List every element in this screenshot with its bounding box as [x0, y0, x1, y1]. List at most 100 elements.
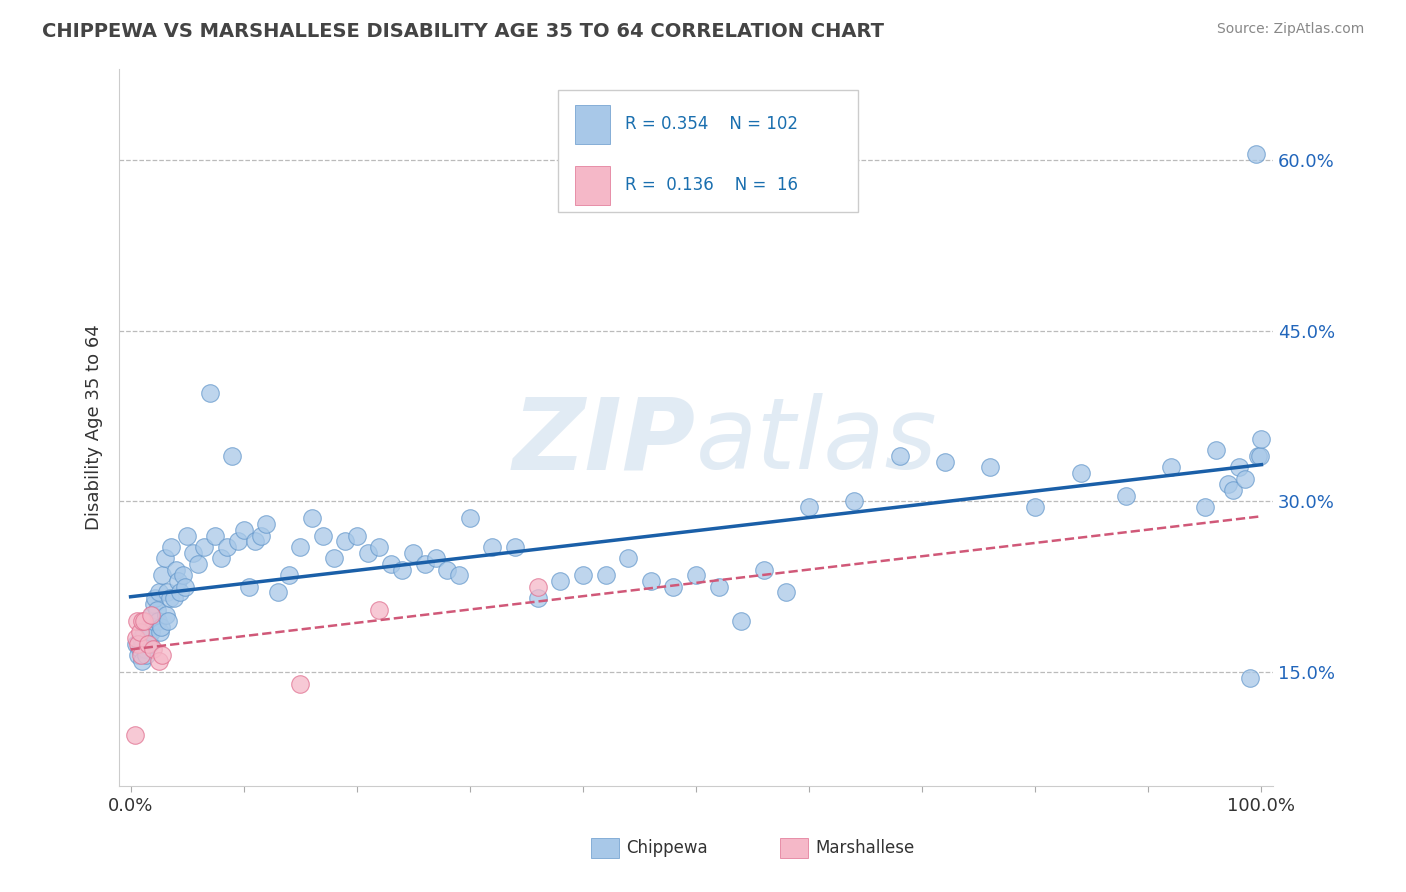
- Text: ZIP: ZIP: [513, 393, 696, 491]
- Point: [146, 614, 169, 628]
- Point: [198, 386, 221, 401]
- Point: [979, 460, 1001, 475]
- Point: [934, 454, 956, 468]
- Point: [357, 546, 380, 560]
- Point: [139, 637, 162, 651]
- Point: [481, 540, 503, 554]
- Point: [172, 568, 194, 582]
- Point: [176, 528, 198, 542]
- Text: Source: ZipAtlas.com: Source: ZipAtlas.com: [1216, 22, 1364, 37]
- Point: [187, 557, 209, 571]
- Point: [526, 591, 548, 606]
- Point: [1247, 449, 1270, 463]
- Point: [335, 534, 357, 549]
- Point: [346, 528, 368, 542]
- Point: [301, 511, 323, 525]
- Point: [458, 511, 481, 525]
- Point: [368, 602, 391, 616]
- Point: [436, 563, 458, 577]
- Point: [143, 597, 166, 611]
- Point: [617, 551, 640, 566]
- Point: [595, 568, 617, 582]
- Point: [249, 528, 271, 542]
- Point: [1244, 147, 1267, 161]
- Point: [226, 534, 249, 549]
- Point: [142, 642, 165, 657]
- Point: [128, 648, 150, 662]
- Point: [145, 591, 167, 606]
- Point: [730, 614, 752, 628]
- Point: [685, 568, 707, 582]
- Point: [156, 585, 179, 599]
- Point: [550, 574, 572, 588]
- Point: [844, 494, 866, 508]
- Text: atlas: atlas: [696, 393, 938, 491]
- Y-axis label: Disability Age 35 to 64: Disability Age 35 to 64: [86, 325, 103, 530]
- Point: [148, 654, 170, 668]
- Point: [640, 574, 662, 588]
- Point: [181, 546, 204, 560]
- Point: [209, 551, 232, 566]
- Point: [775, 585, 797, 599]
- Point: [136, 631, 159, 645]
- Point: [127, 614, 149, 628]
- Point: [169, 585, 191, 599]
- Point: [526, 580, 548, 594]
- Point: [1194, 500, 1216, 514]
- Text: R = 0.354    N = 102: R = 0.354 N = 102: [624, 115, 797, 133]
- Point: [238, 580, 260, 594]
- Point: [173, 580, 195, 594]
- Point: [138, 620, 160, 634]
- Point: [503, 540, 526, 554]
- Point: [215, 540, 238, 554]
- Point: [266, 585, 288, 599]
- Point: [402, 546, 425, 560]
- Point: [139, 625, 162, 640]
- Point: [150, 620, 173, 634]
- Point: [160, 540, 183, 554]
- Point: [131, 654, 153, 668]
- Point: [368, 540, 391, 554]
- Point: [662, 580, 685, 594]
- Point: [153, 551, 176, 566]
- Point: [128, 642, 150, 657]
- Point: [150, 568, 173, 582]
- Point: [707, 580, 730, 594]
- Point: [134, 642, 156, 657]
- Point: [1115, 489, 1137, 503]
- Point: [165, 563, 187, 577]
- Point: [1249, 449, 1271, 463]
- Point: [125, 637, 148, 651]
- Point: [447, 568, 470, 582]
- Point: [142, 614, 165, 628]
- Point: [159, 591, 181, 606]
- FancyBboxPatch shape: [575, 104, 610, 144]
- Point: [132, 637, 155, 651]
- Point: [125, 631, 148, 645]
- Point: [1205, 443, 1227, 458]
- Point: [141, 608, 163, 623]
- Point: [128, 637, 150, 651]
- Point: [277, 568, 299, 582]
- Point: [167, 574, 190, 588]
- Point: [290, 540, 312, 554]
- Point: [156, 614, 179, 628]
- Point: [1233, 472, 1256, 486]
- Point: [889, 449, 911, 463]
- Point: [752, 563, 775, 577]
- Point: [129, 648, 152, 662]
- Point: [129, 631, 152, 645]
- Point: [221, 449, 243, 463]
- Point: [131, 614, 153, 628]
- Point: [148, 585, 170, 599]
- Point: [391, 563, 413, 577]
- Point: [128, 625, 150, 640]
- FancyBboxPatch shape: [575, 166, 610, 205]
- Point: [425, 551, 447, 566]
- Point: [149, 625, 172, 640]
- Point: [150, 648, 173, 662]
- Point: [290, 676, 312, 690]
- Text: Marshallese: Marshallese: [815, 839, 915, 857]
- Text: Chippewa: Chippewa: [626, 839, 707, 857]
- Point: [572, 568, 595, 582]
